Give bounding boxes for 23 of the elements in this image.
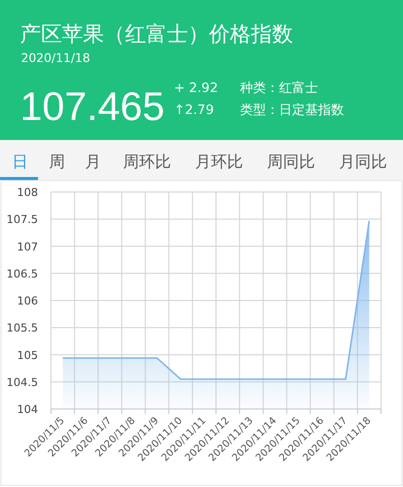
text: ↑2.79 — [174, 103, 214, 118]
y-tick-label: 106.5 — [6, 267, 38, 280]
text: 周同比 — [267, 152, 315, 171]
y-tick-label: 105 — [17, 348, 38, 362]
y-tick-label: 106 — [17, 294, 38, 308]
y-tick-label: 108 — [17, 186, 38, 199]
text: 月 — [85, 152, 101, 171]
text: + 2.92 — [174, 81, 218, 96]
y-tick-label: 105.5 — [6, 322, 38, 335]
chart-subtitle: 2020/11/18 — [21, 51, 90, 65]
text: 种类：红富士 — [240, 80, 318, 96]
text: 周环比 — [123, 152, 171, 171]
y-tick-label: 104 — [17, 403, 38, 416]
text: 月环比 — [195, 152, 243, 171]
y-tick-label: 107 — [17, 240, 38, 254]
text: 107.465 — [20, 85, 165, 129]
y-tick-label: 107.5 — [6, 213, 38, 226]
text: 周 — [49, 152, 65, 171]
text: 类型：日定基指数 — [240, 103, 344, 118]
chart-title: 产区苹果（红富士）价格指数 — [20, 22, 293, 46]
y-tick-label: 104.5 — [6, 376, 38, 389]
text: 月同比 — [339, 152, 387, 171]
text: 日 — [12, 152, 28, 171]
